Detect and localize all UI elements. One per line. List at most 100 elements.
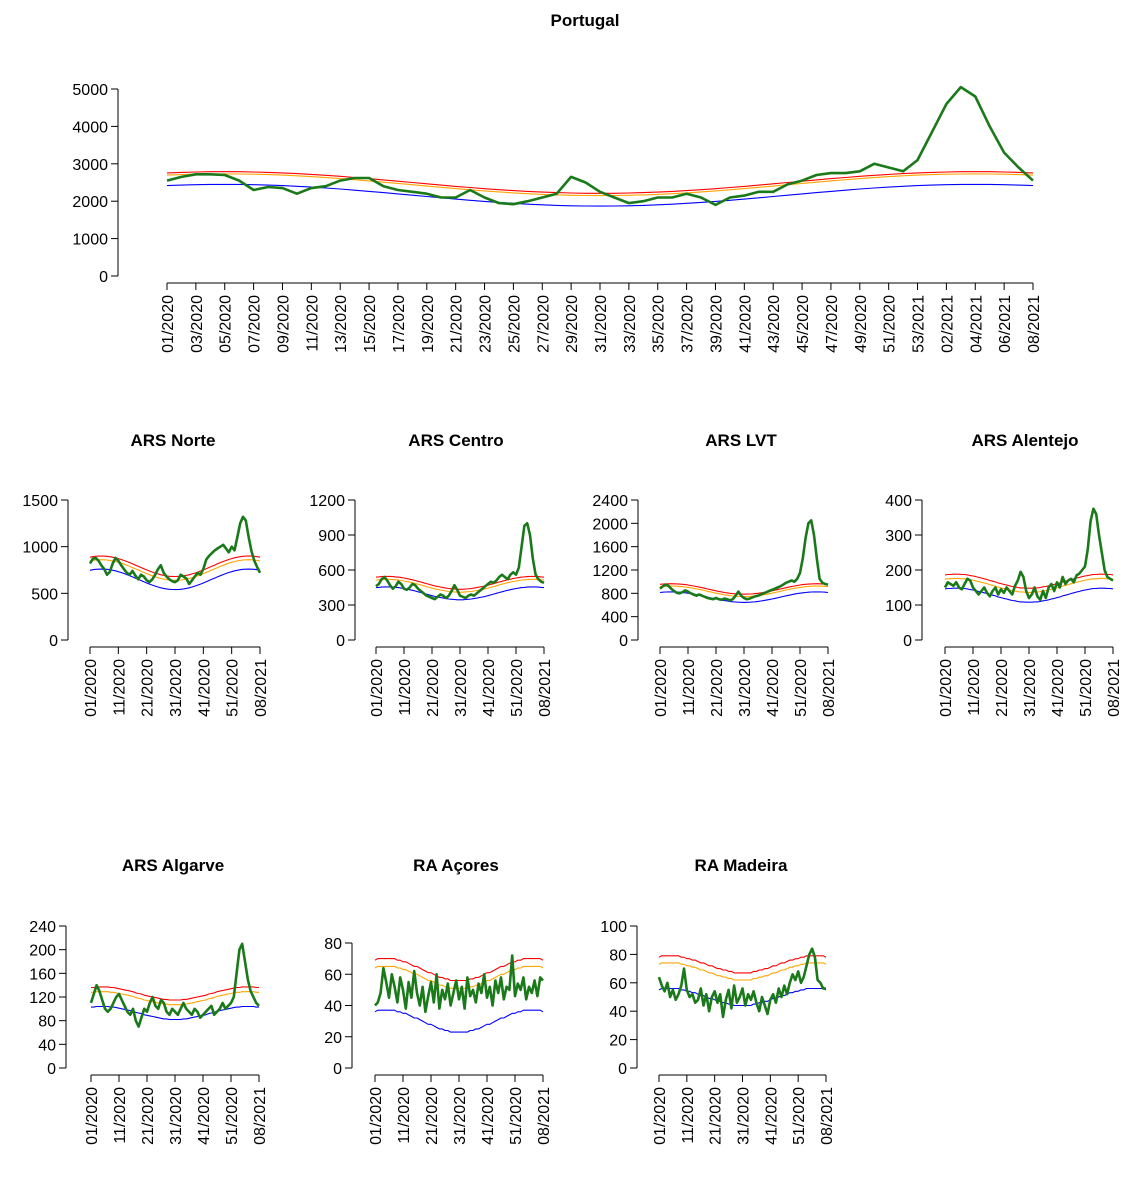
y-tick-label: 1600	[592, 540, 628, 557]
x-tick-label: 09/2020	[275, 295, 292, 353]
x-tick-label: 51/2020	[225, 659, 242, 717]
x-tick-label: 19/2020	[420, 295, 437, 353]
x-tick-label: 51/2020	[224, 1087, 241, 1145]
y-tick-label: 5000	[72, 82, 108, 99]
x-tick-label: 06/2021	[997, 295, 1014, 353]
y-tick-label: 800	[601, 586, 628, 603]
series-line	[659, 591, 829, 603]
y-tick-label: 0	[903, 633, 912, 650]
x-tick-label: 07/2020	[247, 295, 264, 353]
x-tick-label: 08/2021	[1026, 295, 1043, 353]
x-tick-label: 17/2020	[391, 295, 408, 353]
x-tick-label: 21/2020	[140, 1087, 157, 1145]
y-tick-label: 1000	[72, 232, 108, 249]
series-line	[91, 986, 259, 1001]
chart-title: ARS Norte	[130, 431, 215, 450]
x-tick-label: 31/2020	[593, 295, 610, 353]
series-line	[657, 947, 826, 1019]
x-tick-label: 01/2020	[653, 659, 670, 717]
series-line	[658, 955, 827, 974]
y-tick-label: 0	[619, 633, 628, 650]
x-tick-label: 31/2020	[168, 1087, 185, 1145]
x-tick-label: 15/2020	[362, 295, 379, 353]
series-line	[89, 559, 261, 581]
x-tick-label: 41/2020	[1050, 659, 1067, 717]
x-tick-label: 31/2020	[452, 1087, 469, 1145]
y-tick-label: 600	[318, 563, 345, 580]
y-tick-label: 3000	[72, 157, 108, 174]
y-tick-label: 160	[29, 966, 56, 983]
x-tick-label: 01/2020	[83, 659, 100, 717]
y-tick-label: 2400	[592, 493, 628, 510]
y-tick-label: 100	[885, 598, 912, 615]
x-tick-label: 11/2020	[112, 1087, 129, 1144]
y-tick-label: 20	[609, 1033, 627, 1050]
chart-title: ARS LVT	[705, 431, 777, 450]
x-tick-label: 08/2021	[536, 1087, 553, 1145]
y-tick-label: 1200	[309, 493, 345, 510]
y-tick-label: 0	[618, 1061, 627, 1078]
series-line	[375, 575, 545, 590]
x-tick-label: 03/2020	[189, 295, 206, 353]
y-tick-label: 900	[318, 528, 345, 545]
y-tick-label: 100	[600, 919, 627, 936]
x-tick-label: 11/2020	[396, 1087, 413, 1144]
x-tick-label: 27/2020	[535, 295, 552, 353]
x-tick-label: 31/2020	[1022, 659, 1039, 717]
x-tick-label: 11/2020	[304, 295, 321, 352]
chart-title: RA Madeira	[695, 856, 788, 875]
x-tick-label: 47/2020	[824, 295, 841, 353]
y-tick-label: 0	[49, 633, 58, 650]
series-line	[89, 555, 261, 578]
y-tick-label: 60	[609, 976, 627, 993]
chart-panel: ARS Centro 0 300 600 900 1200 01/2020 11/2020 21…	[309, 431, 554, 717]
series-line	[91, 1005, 259, 1021]
y-tick-label: 400	[601, 610, 628, 627]
x-tick-label: 45/2020	[795, 295, 812, 353]
x-tick-label: 23/2020	[478, 295, 495, 353]
y-tick-label: 80	[38, 1014, 56, 1031]
x-tick-label: 31/2020	[453, 659, 470, 717]
series-line	[88, 515, 262, 586]
x-tick-label: 01/2020	[84, 1087, 101, 1145]
series-line	[943, 507, 1114, 602]
y-tick-label: 500	[31, 586, 58, 603]
series-line	[166, 173, 1034, 197]
x-tick-label: 11/2020	[111, 659, 128, 716]
x-tick-label: 31/2020	[736, 1087, 753, 1145]
series-line	[944, 573, 1114, 589]
x-tick-label: 49/2020	[853, 295, 870, 353]
series-line	[944, 577, 1114, 593]
chart-panel: Portugal 0 1000 2000 3000 4000 5000 01/2020 03/2…	[72, 11, 1043, 353]
x-tick-label: 21/2020	[994, 659, 1011, 717]
x-tick-label: 53/2021	[911, 295, 928, 353]
x-tick-label: 04/2021	[968, 295, 985, 353]
x-tick-label: 08/2021	[253, 659, 270, 717]
x-tick-label: 11/2020	[681, 659, 698, 716]
chart-title: RA Açores	[413, 856, 499, 875]
x-tick-label: 21/2020	[140, 659, 157, 717]
chart-panel: RA Açores 0 20 40 60 80 01/2020 11/2020 21/2020 3…	[324, 856, 553, 1145]
x-tick-label: 13/2020	[333, 295, 350, 353]
x-tick-label: 41/2020	[765, 659, 782, 717]
y-tick-label: 300	[885, 528, 912, 545]
x-tick-label: 29/2020	[564, 295, 581, 353]
y-tick-label: 300	[318, 598, 345, 615]
chart-panel: ARS Alentejo 0 100 200 300 400 01/2020 11/2020 2…	[885, 431, 1123, 717]
x-tick-label: 51/2020	[508, 1087, 525, 1145]
series-line	[658, 962, 827, 981]
y-tick-label: 1500	[22, 493, 58, 510]
chart-panel: ARS Norte 0 500 1000 1500 01/2020 11/2020 21/20…	[22, 431, 270, 717]
chart-title: Portugal	[551, 11, 620, 30]
chart-panel: ARS Algarve 0 40 80 120 160 200 240 01/2020 11/20…	[29, 856, 269, 1145]
x-tick-label: 51/2020	[1078, 659, 1095, 717]
x-tick-label: 37/2020	[680, 295, 697, 353]
chart-title: ARS Alentejo	[971, 431, 1078, 450]
x-tick-label: 21/2020	[449, 295, 466, 353]
x-tick-label: 08/2021	[819, 1087, 836, 1145]
y-tick-label: 400	[885, 493, 912, 510]
series-line	[89, 942, 260, 1028]
series-line	[166, 171, 1034, 194]
x-tick-label: 39/2020	[708, 295, 725, 353]
